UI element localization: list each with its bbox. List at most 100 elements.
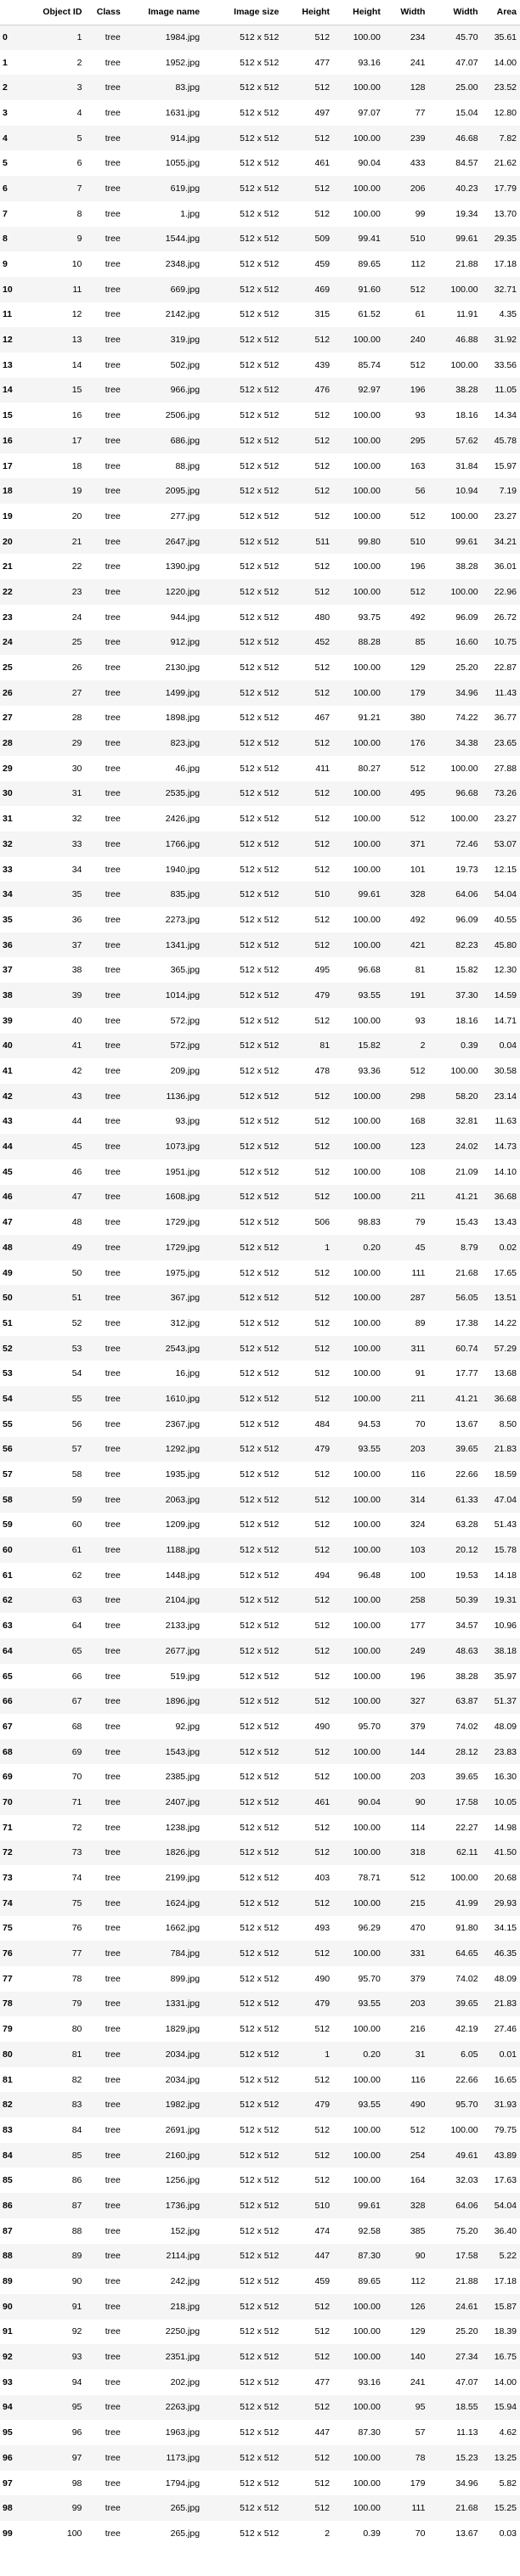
table-row: 1 2 tree 1952.jpg 512 x 512 477 93.16 241 47.07 1…	[0, 50, 520, 76]
row-index: 11	[3, 309, 13, 320]
width-px-cell: 116	[410, 1469, 426, 1480]
table-row: 91 92 tree 2250.jpg 512 x 512 512 100.00 129 25.…	[0, 2320, 520, 2345]
row-index: 18	[3, 486, 13, 497]
width-pct-cell: 28.12	[455, 1746, 478, 1757]
width-pct-cell: 91.80	[455, 1923, 478, 1934]
height-px-cell: 447	[314, 2427, 331, 2438]
height-pct-cell: 99.61	[358, 889, 381, 900]
class-cell: tree	[105, 939, 121, 950]
width-pct-cell: 100.00	[450, 763, 478, 774]
object-id-cell: 34	[71, 864, 82, 875]
width-px-cell: 129	[410, 2326, 426, 2337]
image-name-cell: 1499.jpg	[165, 687, 201, 698]
height-px-cell: 512	[314, 1772, 331, 1783]
width-px-cell: 512	[410, 2124, 426, 2135]
height-px-cell: 512	[314, 1822, 331, 1833]
object-id-cell: 89	[71, 2251, 82, 2262]
height-pct-cell: 90.04	[358, 1796, 381, 1807]
height-px-cell: 512	[314, 1141, 331, 1153]
width-px-cell: 512	[410, 1873, 426, 1884]
width-pct-cell: 11.13	[456, 2427, 478, 2438]
height-pct-cell: 100.00	[353, 2452, 381, 2463]
height-pct-cell: 78.71	[358, 1873, 381, 1884]
row-index: 10	[3, 284, 13, 295]
image-name-cell: 2426.jpg	[165, 814, 201, 825]
width-pct-cell: 18.16	[455, 1015, 478, 1026]
class-cell: tree	[105, 838, 121, 849]
row-index: 91	[3, 2326, 13, 2337]
width-pct-cell: 21.09	[455, 1166, 478, 1177]
table-row: 84 85 tree 2160.jpg 512 x 512 512 100.00 254 49.…	[0, 2142, 520, 2168]
table-row: 35 36 tree 2273.jpg 512 x 512 512 100.00 492 96.…	[0, 907, 520, 933]
width-px-cell: 31	[415, 2049, 426, 2060]
width-px-cell: 93	[415, 410, 426, 421]
image-size-cell: 512 x 512	[240, 2100, 280, 2111]
image-size-cell: 512 x 512	[240, 107, 280, 118]
area-cell: 0.01	[499, 2049, 517, 2060]
area-cell: 14.00	[494, 57, 517, 68]
area-cell: 13.68	[494, 1368, 517, 1379]
image-name-cell: 1448.jpg	[165, 1570, 201, 1581]
class-cell: tree	[105, 183, 121, 194]
table-row: 73 74 tree 2199.jpg 512 x 512 403 78.71 512 100.…	[0, 1865, 520, 1891]
image-size-cell: 512 x 512	[240, 864, 280, 875]
width-px-cell: 385	[410, 2225, 426, 2236]
table-row: 53 54 tree 16.jpg 512 x 512 512 100.00 91 17.77 1…	[0, 1361, 520, 1386]
height-px-cell: 512	[314, 1696, 331, 1707]
width-pct-cell: 34.38	[455, 738, 478, 749]
image-name-cell: 2385.jpg	[165, 1772, 201, 1783]
table-row: 98 99 tree 265.jpg 512 x 512 512 100.00 111 21.6…	[0, 2495, 520, 2522]
row-index: 94	[3, 2402, 13, 2413]
height-px-cell: 512	[314, 2074, 331, 2085]
height-px-cell: 477	[314, 57, 331, 68]
class-cell: tree	[105, 2301, 121, 2312]
width-pct-cell: 60.74	[455, 1343, 478, 1354]
height-pct-cell: 100.00	[353, 2352, 381, 2363]
area-cell: 32.71	[494, 284, 517, 295]
width-px-cell: 234	[410, 32, 426, 43]
height-pct-cell: 100.00	[353, 561, 381, 572]
object-id-cell: 78	[71, 1973, 82, 1984]
width-px-cell: 114	[410, 1822, 426, 1833]
image-size-cell: 512 x 512	[240, 1343, 280, 1354]
image-size-cell: 512 x 512	[240, 32, 280, 43]
area-cell: 10.75	[494, 637, 517, 648]
image-size-cell: 512 x 512	[240, 1444, 280, 1455]
height-px-cell: 484	[314, 1418, 331, 1429]
object-id-cell: 81	[71, 2049, 82, 2060]
height-px-cell: 469	[314, 284, 331, 295]
table-row: 88 89 tree 2114.jpg 512 x 512 447 87.30 90 17.58…	[0, 2243, 520, 2269]
height-px-cell: 512	[314, 1746, 331, 1757]
image-size-cell: 512 x 512	[240, 2477, 280, 2489]
row-index: 51	[3, 1317, 13, 1328]
area-cell: 7.82	[499, 132, 517, 144]
height-pct-cell: 100.00	[353, 1192, 381, 1203]
class-cell: tree	[105, 1091, 121, 1102]
area-cell: 11.63	[495, 1116, 517, 1127]
image-name-cell: 2142.jpg	[165, 309, 201, 320]
image-name-cell: 46.jpg	[175, 763, 201, 774]
image-size-cell: 512 x 512	[240, 1822, 280, 1833]
width-pct-cell: 100.00	[450, 510, 478, 521]
area-cell: 14.34	[494, 410, 517, 421]
area-cell: 14.59	[494, 989, 517, 1001]
image-name-cell: 2506.jpg	[165, 410, 201, 421]
row-index: 53	[3, 1368, 13, 1379]
class-cell: tree	[105, 2074, 121, 2085]
width-pct-cell: 57.62	[455, 435, 478, 446]
width-px-cell: 45	[415, 1242, 426, 1253]
image-name-cell: 265.jpg	[170, 2503, 201, 2514]
area-cell: 17.18	[494, 2276, 517, 2287]
table-row: 18 19 tree 2095.jpg 512 x 512 512 100.00 56 10.9…	[0, 478, 520, 504]
area-cell: 16.30	[494, 1772, 517, 1783]
table-row: 29 30 tree 46.jpg 512 x 512 411 80.27 512 100.00…	[0, 756, 520, 781]
table-row: 65 66 tree 519.jpg 512 x 512 512 100.00 196 38.2…	[0, 1664, 520, 1689]
image-name-cell: 1898.jpg	[165, 713, 201, 724]
area-cell: 21.62	[494, 158, 517, 169]
height-px-cell: 512	[314, 1091, 331, 1102]
height-px-cell: 512	[314, 410, 331, 421]
table-row: 78 79 tree 1331.jpg 512 x 512 479 93.55 203 39.6…	[0, 1991, 520, 2017]
object-id-cell: 100	[66, 2528, 82, 2539]
height-px-cell: 490	[314, 1973, 331, 1984]
height-px-cell: 512	[314, 132, 331, 144]
